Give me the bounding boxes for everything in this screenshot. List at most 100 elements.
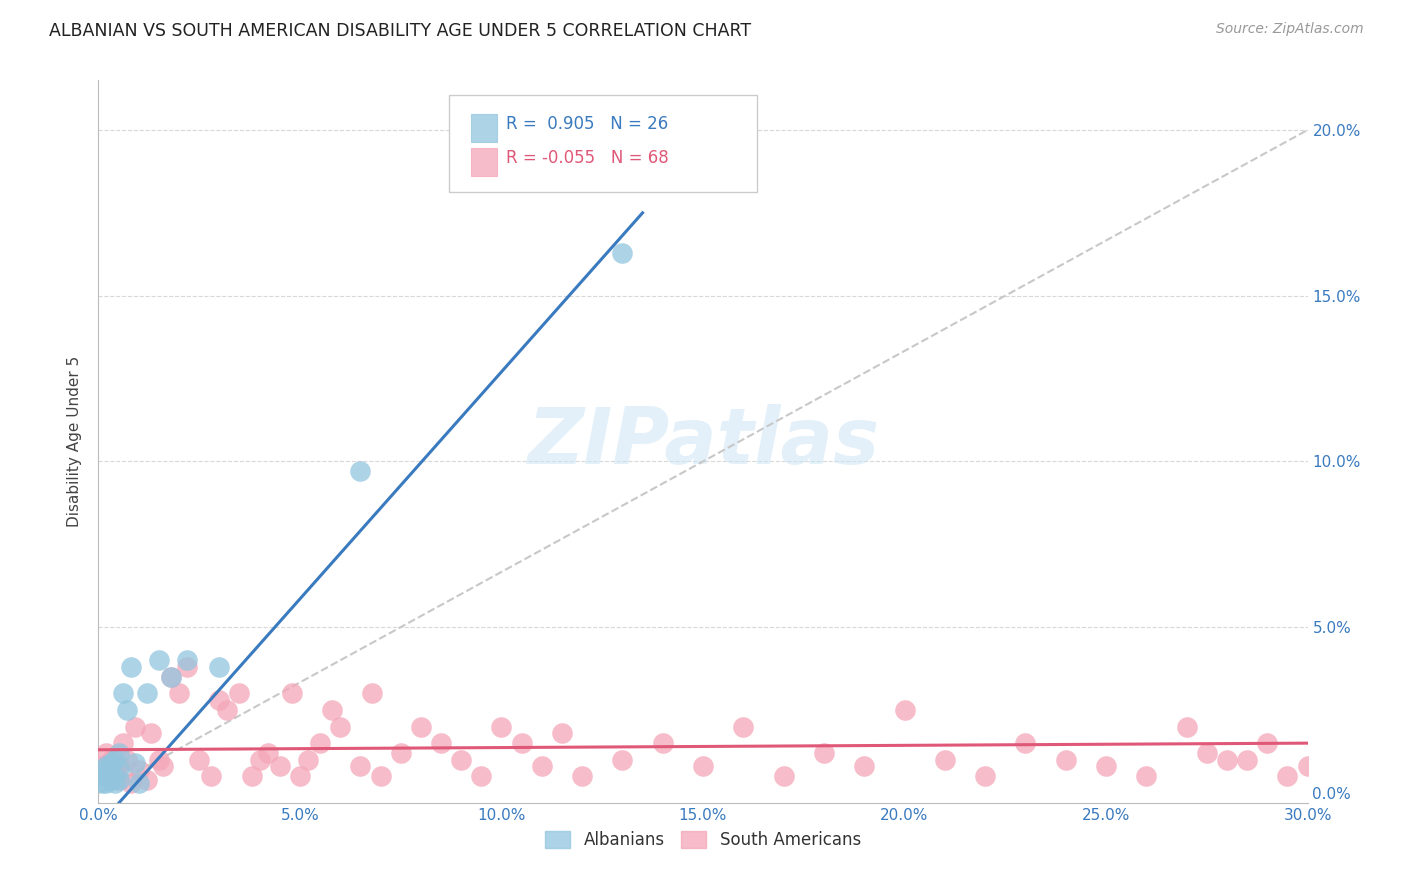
Point [160,670,183,684]
Point [692,759,714,773]
Y-axis label: Disability Age Under 5: Disability Age Under 5 [67,356,83,527]
Point [893,703,915,717]
Point [1256,736,1278,750]
Point [288,769,311,783]
Point [974,769,997,783]
Point [107,772,129,787]
Point [1054,753,1077,767]
FancyBboxPatch shape [449,95,758,193]
Text: R =  0.905   N = 26: R = 0.905 N = 26 [506,115,668,133]
Point [115,703,138,717]
Point [107,746,129,760]
Point [256,746,278,760]
Point [269,759,291,773]
Point [530,759,553,773]
FancyBboxPatch shape [471,148,498,176]
Point [107,763,129,777]
Point [91,759,114,773]
Point [115,753,138,767]
Point [135,772,157,787]
Point [176,660,198,674]
Point [510,736,533,750]
Legend: Albanians, South Americans: Albanians, South Americans [538,824,868,856]
Point [124,720,146,734]
Point [612,753,634,767]
Point [160,670,183,684]
Point [1216,753,1239,767]
Point [128,763,150,777]
Point [148,653,170,667]
Point [813,746,835,760]
Point [217,703,239,717]
Point [772,769,794,783]
Point [167,686,190,700]
Point [1296,759,1319,773]
Point [228,686,250,700]
Point [1175,720,1198,734]
Point [1195,746,1218,760]
Point [934,753,956,767]
Point [103,753,125,767]
Point [1277,769,1299,783]
Point [409,720,432,734]
Point [111,736,134,750]
Point [100,756,122,770]
Text: ZIPatlas: ZIPatlas [527,403,879,480]
Point [491,720,513,734]
Point [651,736,673,750]
Text: R = -0.055   N = 68: R = -0.055 N = 68 [506,149,669,167]
Point [240,769,263,783]
Point [124,756,146,770]
Point [91,769,114,783]
Point [120,660,142,674]
Point [551,726,574,740]
Point [91,763,114,777]
Point [96,759,118,773]
Point [128,776,150,790]
Point [249,753,271,767]
Point [1014,736,1036,750]
Point [208,693,231,707]
Point [96,769,118,783]
Text: ALBANIAN VS SOUTH AMERICAN DISABILITY AGE UNDER 5 CORRELATION CHART: ALBANIAN VS SOUTH AMERICAN DISABILITY AG… [49,22,751,40]
Point [733,720,755,734]
Point [309,736,332,750]
Point [103,776,125,790]
Point [96,769,118,783]
Point [1095,759,1118,773]
Point [120,776,142,790]
Point [571,769,593,783]
Point [135,686,157,700]
Point [389,746,412,760]
Point [450,753,472,767]
Point [200,769,222,783]
Point [361,686,384,700]
Point [107,759,129,773]
Point [103,766,125,780]
Point [96,746,118,760]
Point [297,753,319,767]
Point [853,759,876,773]
Point [349,759,371,773]
Point [96,776,118,790]
Point [152,759,174,773]
Point [100,772,122,787]
Point [111,686,134,700]
Text: Source: ZipAtlas.com: Source: ZipAtlas.com [1216,22,1364,37]
Point [349,464,371,478]
Point [329,720,352,734]
Point [1135,769,1157,783]
Point [100,766,122,780]
FancyBboxPatch shape [471,114,498,142]
Point [139,726,162,740]
Point [107,772,129,787]
Point [188,753,211,767]
Point [370,769,392,783]
Point [148,753,170,767]
Point [612,245,634,260]
Point [176,653,198,667]
Point [1236,753,1258,767]
Point [470,769,492,783]
Point [208,660,231,674]
Point [100,753,122,767]
